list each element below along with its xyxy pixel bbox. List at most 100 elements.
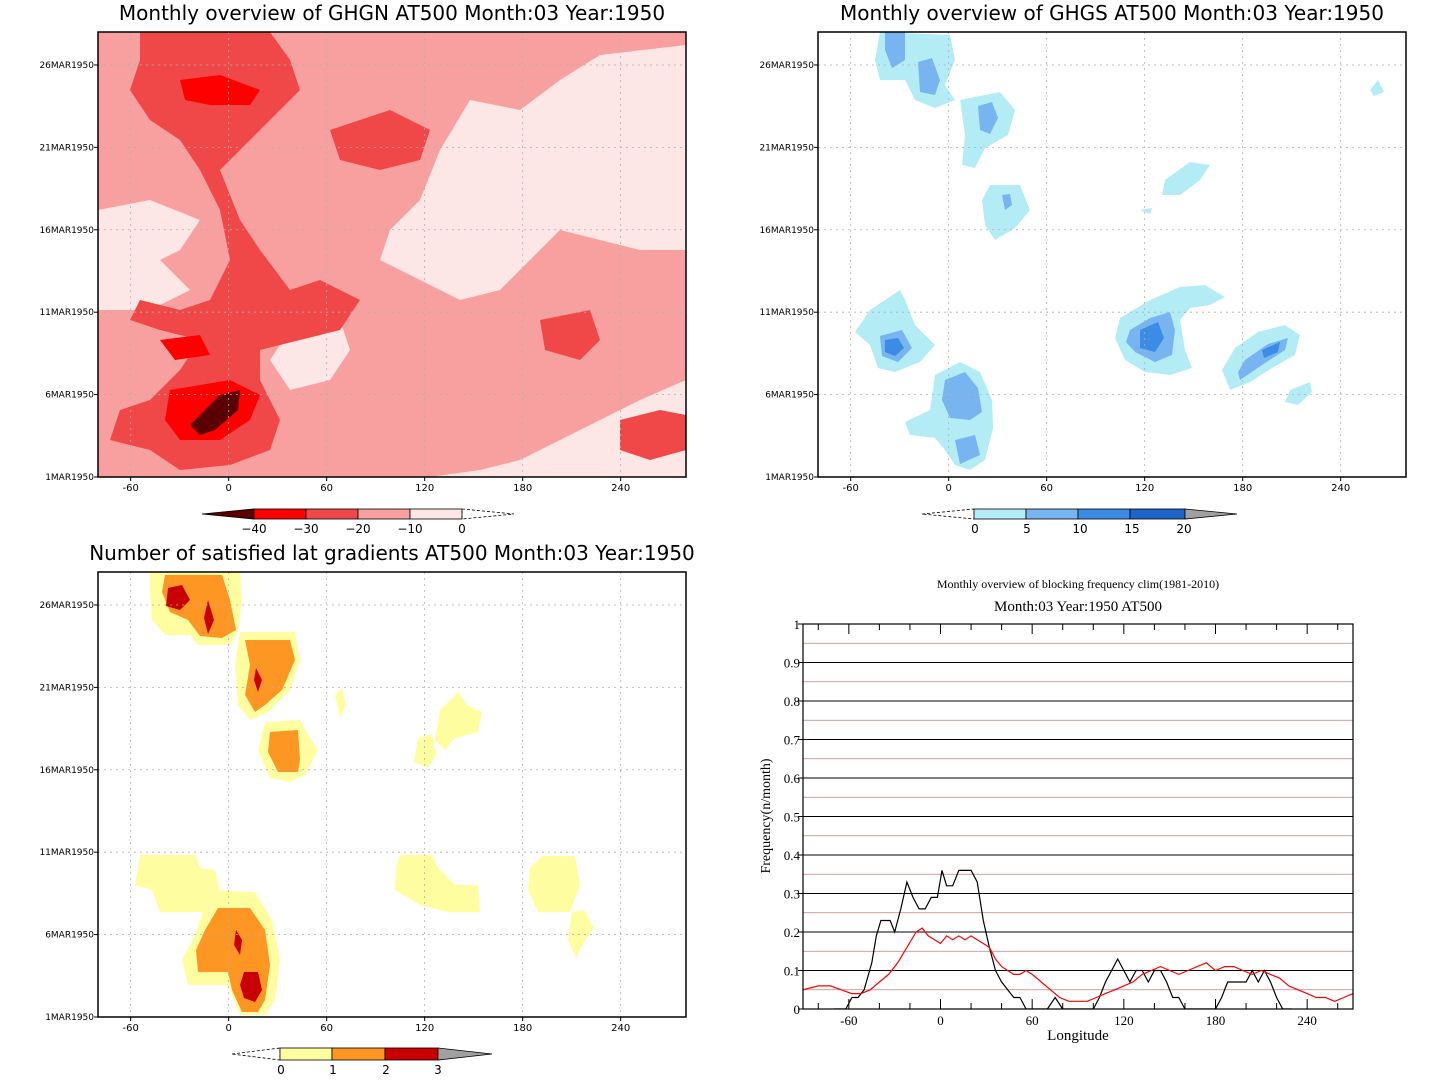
ghgs-y-tick-label: 1MAR1950 bbox=[765, 473, 814, 483]
ghgn-level-0-patch bbox=[98, 240, 190, 310]
ghgn-level-30-patch bbox=[160, 335, 210, 360]
lat-y-tick-label: 16MAR1950 bbox=[39, 766, 94, 776]
ghgn-contour-field bbox=[98, 32, 686, 477]
ghgs-level-10-area bbox=[885, 338, 904, 356]
ghgs-y-tick-label: 16MAR1950 bbox=[759, 226, 814, 236]
ghgn-colorbar-label: −40 bbox=[241, 522, 266, 536]
ghgs-colorbar-label: 20 bbox=[1176, 522, 1191, 536]
ghgn-y-tick-label: 16MAR1950 bbox=[39, 226, 94, 236]
lat-y-tick-label: 26MAR1950 bbox=[39, 601, 94, 611]
lat-x-tick-label: 0 bbox=[225, 1023, 231, 1034]
lat-colorbar-label: 3 bbox=[434, 1063, 442, 1077]
freq-x-tick-label: 240 bbox=[1297, 1013, 1317, 1028]
lat-level-1-area bbox=[245, 640, 295, 712]
ghgs-level-0-area bbox=[855, 290, 935, 372]
ghgs-y-tick-label: 26MAR1950 bbox=[759, 61, 814, 71]
lat-title: Number of satisfied lat gradients AT500 … bbox=[89, 541, 695, 565]
lat-level-1-area bbox=[268, 730, 300, 772]
freq-y-tick-label: 1 bbox=[794, 617, 801, 632]
lat-level-0-area bbox=[395, 855, 480, 912]
lat-level-2-area bbox=[166, 585, 190, 610]
ghgn-colorbar-bin bbox=[409, 508, 463, 520]
ghgn-level-40-area bbox=[190, 390, 240, 435]
ghgs-y-tick-label: 6MAR1950 bbox=[765, 391, 814, 401]
ghgn-level-20-area bbox=[110, 32, 360, 470]
ghgs-x-tick-label: 240 bbox=[1331, 483, 1350, 494]
ghgs-x-tick-label: 0 bbox=[945, 483, 951, 494]
ghgn-colorbar-bin bbox=[305, 508, 359, 520]
ghgn-y-tick-label: 26MAR1950 bbox=[39, 61, 94, 71]
ghgn-level-20-patch bbox=[540, 310, 600, 360]
lat-x-tick-label: -60 bbox=[122, 1023, 138, 1034]
ghgs-level-0-area bbox=[1140, 208, 1152, 214]
lat-frame bbox=[97, 571, 687, 1018]
ghgn-x-tick-label: 180 bbox=[513, 483, 532, 494]
ghgn-y-tick-label: 6MAR1950 bbox=[45, 391, 94, 401]
ghgs-x-tick-label: 60 bbox=[1040, 483, 1053, 494]
ghgs-x-tick-label: 120 bbox=[1135, 483, 1154, 494]
lat-colorbar-bin bbox=[279, 1047, 333, 1061]
freq-y-tick-label: 0.2 bbox=[784, 925, 800, 940]
lat-level-0-area bbox=[528, 856, 580, 912]
lat-level-0-area bbox=[135, 855, 220, 912]
lat-level-0-area bbox=[335, 688, 346, 718]
ghgs-title: Monthly overview of GHGS AT500 Month:03 … bbox=[840, 1, 1384, 25]
freq-axes: 0 0.1 0.2 0.3 0.4 0.5 0.6 0.7 0.8 0.9 1 -60 0 60 120 18… bbox=[784, 617, 1339, 1028]
ghgs-contour-field bbox=[855, 32, 1384, 470]
ghgn-frame bbox=[97, 31, 687, 478]
ghgs-axes: -60 0 60 120 180 240 1MAR1950 6MAR1950 11MAR1950… bbox=[759, 61, 1350, 494]
lat-contour-field bbox=[135, 572, 594, 1015]
ghgn-colorbar-bin bbox=[253, 508, 307, 520]
ghgs-level-5-area bbox=[885, 32, 905, 68]
lat-colorbar-bin bbox=[331, 1047, 386, 1061]
freq-y-tick-label: 0.9 bbox=[784, 656, 800, 671]
lat-x-tick-label: 180 bbox=[513, 1023, 532, 1034]
lat-colorbar-bin bbox=[384, 1047, 439, 1061]
ghgs-level-5-area bbox=[942, 372, 982, 420]
freq-subtitle: Month:03 Year:1950 AT500 bbox=[994, 599, 1162, 615]
freq-series bbox=[803, 869, 1353, 1009]
ghgs-background bbox=[818, 32, 1406, 477]
ghgn-colorbar: −40 −30 −20 −10 0 bbox=[201, 508, 515, 536]
freq-x-tick-label: 0 bbox=[937, 1013, 944, 1028]
ghgn-colorbar-underflow bbox=[201, 508, 255, 520]
ghgs-level-0-area bbox=[1285, 382, 1312, 405]
ghgn-colorbar-label: −30 bbox=[293, 522, 318, 536]
ghgn-panel: Monthly overview of GHGN AT500 Month:03 … bbox=[39, 1, 687, 536]
lat-x-tick-label: 240 bbox=[611, 1023, 630, 1034]
ghgn-colorbar-label: 0 bbox=[458, 522, 466, 536]
ghgn-y-tick-label: 21MAR1950 bbox=[39, 143, 94, 153]
ghgs-colorbar-bin bbox=[973, 508, 1027, 520]
lat-colorbar-label: 0 bbox=[277, 1063, 285, 1077]
lat-level-2-area bbox=[204, 600, 214, 634]
lat-background bbox=[98, 572, 686, 1017]
ghgs-level-5-area bbox=[955, 435, 980, 464]
ghgn-gridlines bbox=[98, 32, 686, 477]
ghgn-title: Monthly overview of GHGN AT500 Month:03 … bbox=[119, 1, 665, 25]
lat-level-2-area bbox=[240, 972, 262, 1002]
ghgs-level-10-area bbox=[1140, 322, 1164, 352]
lat-colorbar: 0 1 2 3 bbox=[231, 1047, 493, 1077]
ghgn-level-20-patch bbox=[330, 110, 430, 170]
ghgs-panel: Monthly overview of GHGS AT500 Month:03 … bbox=[759, 1, 1407, 536]
ghgn-x-tick-label: 60 bbox=[320, 483, 333, 494]
ghgs-colorbar-label: 5 bbox=[1023, 522, 1031, 536]
ghgn-colorbar-overflow bbox=[461, 508, 515, 520]
ghgn-colorbar-label: −20 bbox=[345, 522, 370, 536]
ghgs-level-0-area bbox=[1162, 162, 1210, 195]
freq-gridlines bbox=[803, 642, 1353, 991]
ghgn-y-tick-label: 11MAR1950 bbox=[39, 308, 94, 318]
freq-y-tick-label: 0.5 bbox=[784, 810, 800, 825]
ghgs-gridlines bbox=[818, 32, 1406, 477]
ghgs-y-tick-label: 21MAR1950 bbox=[759, 143, 814, 153]
lat-y-tick-label: 11MAR1950 bbox=[39, 848, 94, 858]
freq-x-tick-label: 60 bbox=[1026, 1013, 1039, 1028]
freq-x-axis-label: Longitude bbox=[1047, 1028, 1109, 1044]
freq-y-tick-label: 0.8 bbox=[784, 694, 800, 709]
lat-level-0-area bbox=[568, 910, 594, 958]
freq-y-axis-label: Frequency(n/month) bbox=[759, 758, 774, 873]
ghgs-colorbar-overflow bbox=[1184, 508, 1238, 520]
ghgs-colorbar-underflow bbox=[921, 508, 975, 520]
ghgs-level-0-area bbox=[982, 185, 1030, 240]
